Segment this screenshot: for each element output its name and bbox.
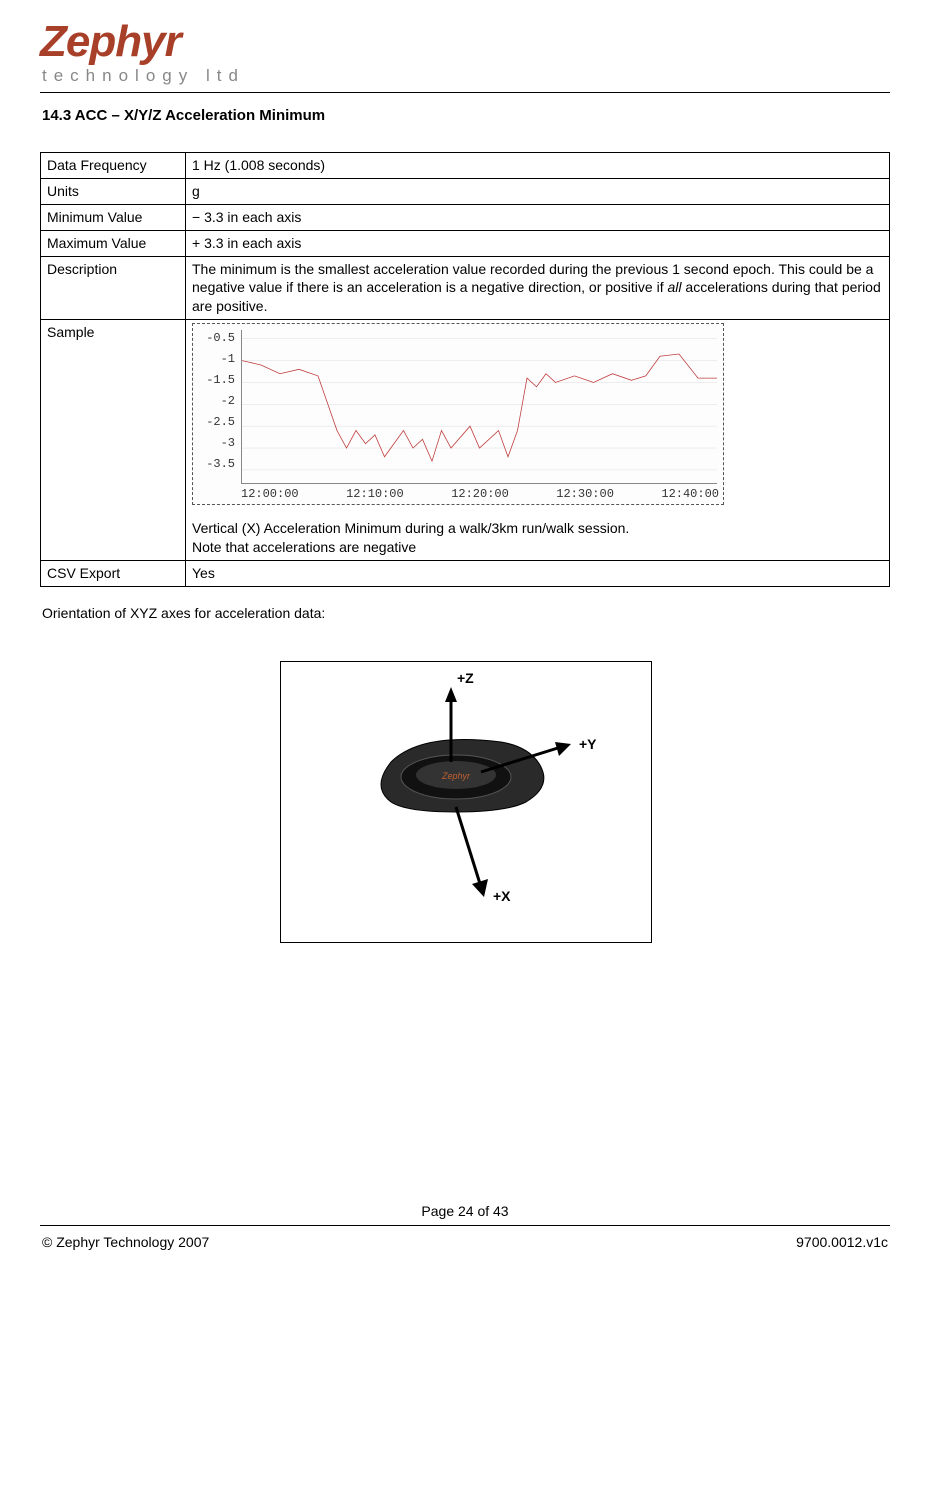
divider-bottom (40, 1225, 890, 1226)
divider-top (40, 92, 890, 93)
cell-val: − 3.3 in each axis (186, 204, 890, 230)
table-row: Description The minimum is the smallest … (41, 256, 890, 320)
table-row: Minimum Value − 3.3 in each axis (41, 204, 890, 230)
cell-key: Maximum Value (41, 230, 186, 256)
sample-chart: -0.5 -1 -1.5 -2 -2.5 -3 -3.5 (192, 323, 724, 505)
table-row: Maximum Value + 3.3 in each axis (41, 230, 890, 256)
table-row: Units g (41, 178, 890, 204)
axis-x-label: +X (493, 888, 511, 904)
cell-description: The minimum is the smallest acceleration… (186, 256, 890, 320)
logo-brand: Zephyr (40, 20, 890, 64)
axis-z-label: +Z (457, 670, 474, 686)
device-icon: Zephyr (381, 739, 544, 812)
table-row: Data Frequency 1 Hz (1.008 seconds) (41, 153, 890, 179)
chart-plot-area (241, 330, 717, 484)
cell-val: 1 Hz (1.008 seconds) (186, 153, 890, 179)
cell-val: Yes (186, 561, 890, 587)
svg-text:Zephyr: Zephyr (441, 771, 471, 781)
page-number: Page 24 of 43 (40, 1203, 890, 1219)
axes-diagram: Zephyr +Z +Y +X (280, 661, 652, 943)
chart-y-axis: -0.5 -1 -1.5 -2 -2.5 -3 -3.5 (195, 328, 235, 475)
doc-number: 9700.0012.v1c (796, 1234, 888, 1250)
cell-key: Description (41, 256, 186, 320)
cell-val: + 3.3 in each axis (186, 230, 890, 256)
section-heading: 14.3 ACC – X/Y/Z Acceleration Minimum (42, 107, 888, 124)
cell-val: g (186, 178, 890, 204)
cell-key: Units (41, 178, 186, 204)
cell-key: Sample (41, 320, 186, 561)
table-row: CSV Export Yes (41, 561, 890, 587)
cell-key: Minimum Value (41, 204, 186, 230)
axis-y-label: +Y (579, 736, 597, 752)
spec-table: Data Frequency 1 Hz (1.008 seconds) Unit… (40, 152, 890, 587)
logo-block: Zephyr technology ltd (40, 20, 890, 86)
table-row: Sample -0.5 -1 -1.5 -2 -2.5 -3 -3.5 (41, 320, 890, 561)
cell-key: Data Frequency (41, 153, 186, 179)
sample-caption: Vertical (X) Acceleration Minimum during… (192, 519, 883, 557)
cell-key: CSV Export (41, 561, 186, 587)
chart-x-axis: 12:00:00 12:10:00 12:20:00 12:30:00 12:4… (241, 486, 719, 502)
orientation-text: Orientation of XYZ axes for acceleration… (42, 605, 888, 621)
cell-sample: -0.5 -1 -1.5 -2 -2.5 -3 -3.5 (186, 320, 890, 561)
text-italic: all (668, 279, 682, 295)
logo-subline: technology ltd (42, 66, 890, 86)
copyright: © Zephyr Technology 2007 (42, 1234, 209, 1250)
